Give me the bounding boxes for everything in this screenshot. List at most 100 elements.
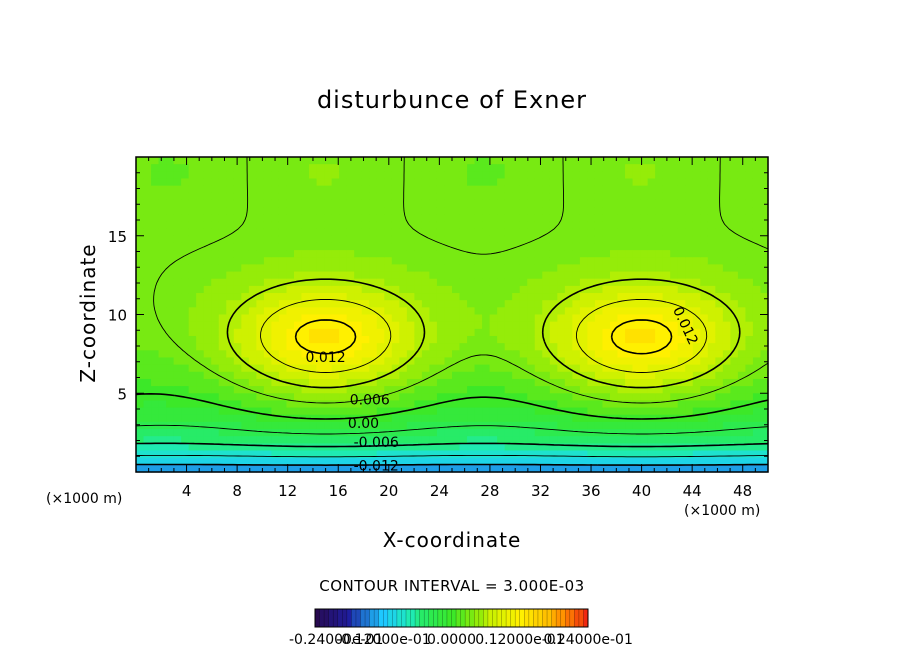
colorbar-swatch	[333, 609, 339, 627]
field-cell	[294, 421, 303, 430]
field-cell	[594, 293, 604, 301]
colorbar-swatch	[483, 609, 489, 627]
field-cell	[331, 192, 340, 201]
field-cell	[617, 371, 626, 380]
field-cell	[752, 157, 762, 165]
field-cell	[752, 178, 762, 187]
field-cell	[745, 393, 754, 402]
field-cell	[218, 450, 227, 459]
field-cell	[670, 414, 679, 423]
field-cell	[489, 400, 498, 409]
field-cell	[587, 357, 596, 366]
field-cell	[722, 357, 731, 366]
field-cell	[692, 257, 701, 265]
field-cell	[421, 293, 431, 301]
field-cell	[527, 178, 536, 187]
field-cell	[226, 257, 235, 265]
field-cell	[324, 257, 333, 265]
field-cell	[203, 314, 212, 323]
field-cell	[482, 450, 491, 459]
field-cell	[339, 464, 348, 473]
field-cell	[196, 157, 205, 165]
field-cell	[655, 307, 664, 316]
field-cell	[459, 199, 468, 208]
field-cell	[421, 371, 431, 380]
field-cell	[745, 436, 754, 444]
field-cell	[248, 300, 257, 308]
field-cell	[474, 321, 483, 330]
field-cell	[632, 207, 641, 215]
field-cell	[579, 235, 589, 244]
field-cell	[241, 250, 250, 258]
field-cell	[670, 364, 679, 373]
field-cell	[467, 228, 476, 237]
field-cell	[594, 199, 604, 208]
field-cell	[617, 271, 626, 280]
field-cell	[181, 164, 190, 172]
field-cell	[301, 429, 310, 437]
field-cell	[534, 164, 543, 172]
field-cell	[662, 457, 671, 466]
field-cell	[700, 178, 709, 187]
field-cell	[752, 335, 762, 344]
field-cell	[166, 371, 175, 380]
field-cell	[263, 228, 273, 237]
field-cell	[745, 328, 754, 337]
field-cell	[722, 364, 731, 373]
field-cell	[391, 242, 400, 251]
field-cell	[436, 457, 446, 466]
field-cell	[346, 178, 355, 187]
field-cell	[256, 321, 265, 330]
field-cell	[316, 178, 325, 187]
field-cell	[369, 228, 378, 237]
field-cell	[602, 242, 611, 251]
field-cell	[527, 364, 536, 373]
field-cell	[549, 457, 558, 466]
field-cell	[301, 421, 310, 430]
field-cell	[218, 421, 227, 430]
field-cell	[151, 378, 160, 387]
y-tick-label: 15	[108, 228, 127, 246]
field-cell	[263, 157, 273, 165]
field-cell	[459, 328, 468, 337]
field-cell	[452, 407, 461, 416]
field-cell	[324, 171, 333, 180]
field-cell	[241, 264, 250, 273]
field-cell	[248, 228, 257, 237]
field-cell	[248, 429, 257, 437]
field-cell	[474, 450, 483, 459]
field-cell	[482, 221, 491, 230]
field-cell	[278, 314, 288, 323]
field-cell	[188, 228, 197, 237]
field-cell	[564, 421, 573, 430]
field-cell	[309, 293, 318, 301]
field-cell	[527, 271, 536, 280]
field-cell	[497, 192, 506, 201]
field-cell	[640, 464, 649, 473]
field-cell	[482, 171, 491, 180]
field-cell	[324, 335, 333, 344]
field-cell	[730, 364, 739, 373]
field-cell	[467, 350, 476, 359]
field-cell	[391, 257, 400, 265]
field-cell	[294, 228, 303, 237]
field-cell	[610, 228, 619, 237]
field-cell	[722, 464, 731, 473]
field-cell	[248, 386, 257, 394]
field-cell	[572, 321, 581, 330]
field-cell	[504, 285, 513, 294]
field-cell	[760, 321, 769, 330]
field-cell	[444, 421, 453, 430]
field-cell	[459, 393, 468, 402]
field-cell	[610, 264, 619, 273]
chart-title: disturbunce of Exner	[316, 86, 588, 114]
field-cell	[632, 192, 641, 201]
field-cell	[452, 264, 461, 273]
field-cell	[309, 321, 318, 330]
field-cell	[587, 321, 596, 330]
field-cell	[700, 429, 709, 437]
field-cell	[233, 192, 242, 201]
field-cell	[391, 300, 400, 308]
field-cell	[497, 314, 506, 323]
field-cell	[512, 300, 521, 308]
